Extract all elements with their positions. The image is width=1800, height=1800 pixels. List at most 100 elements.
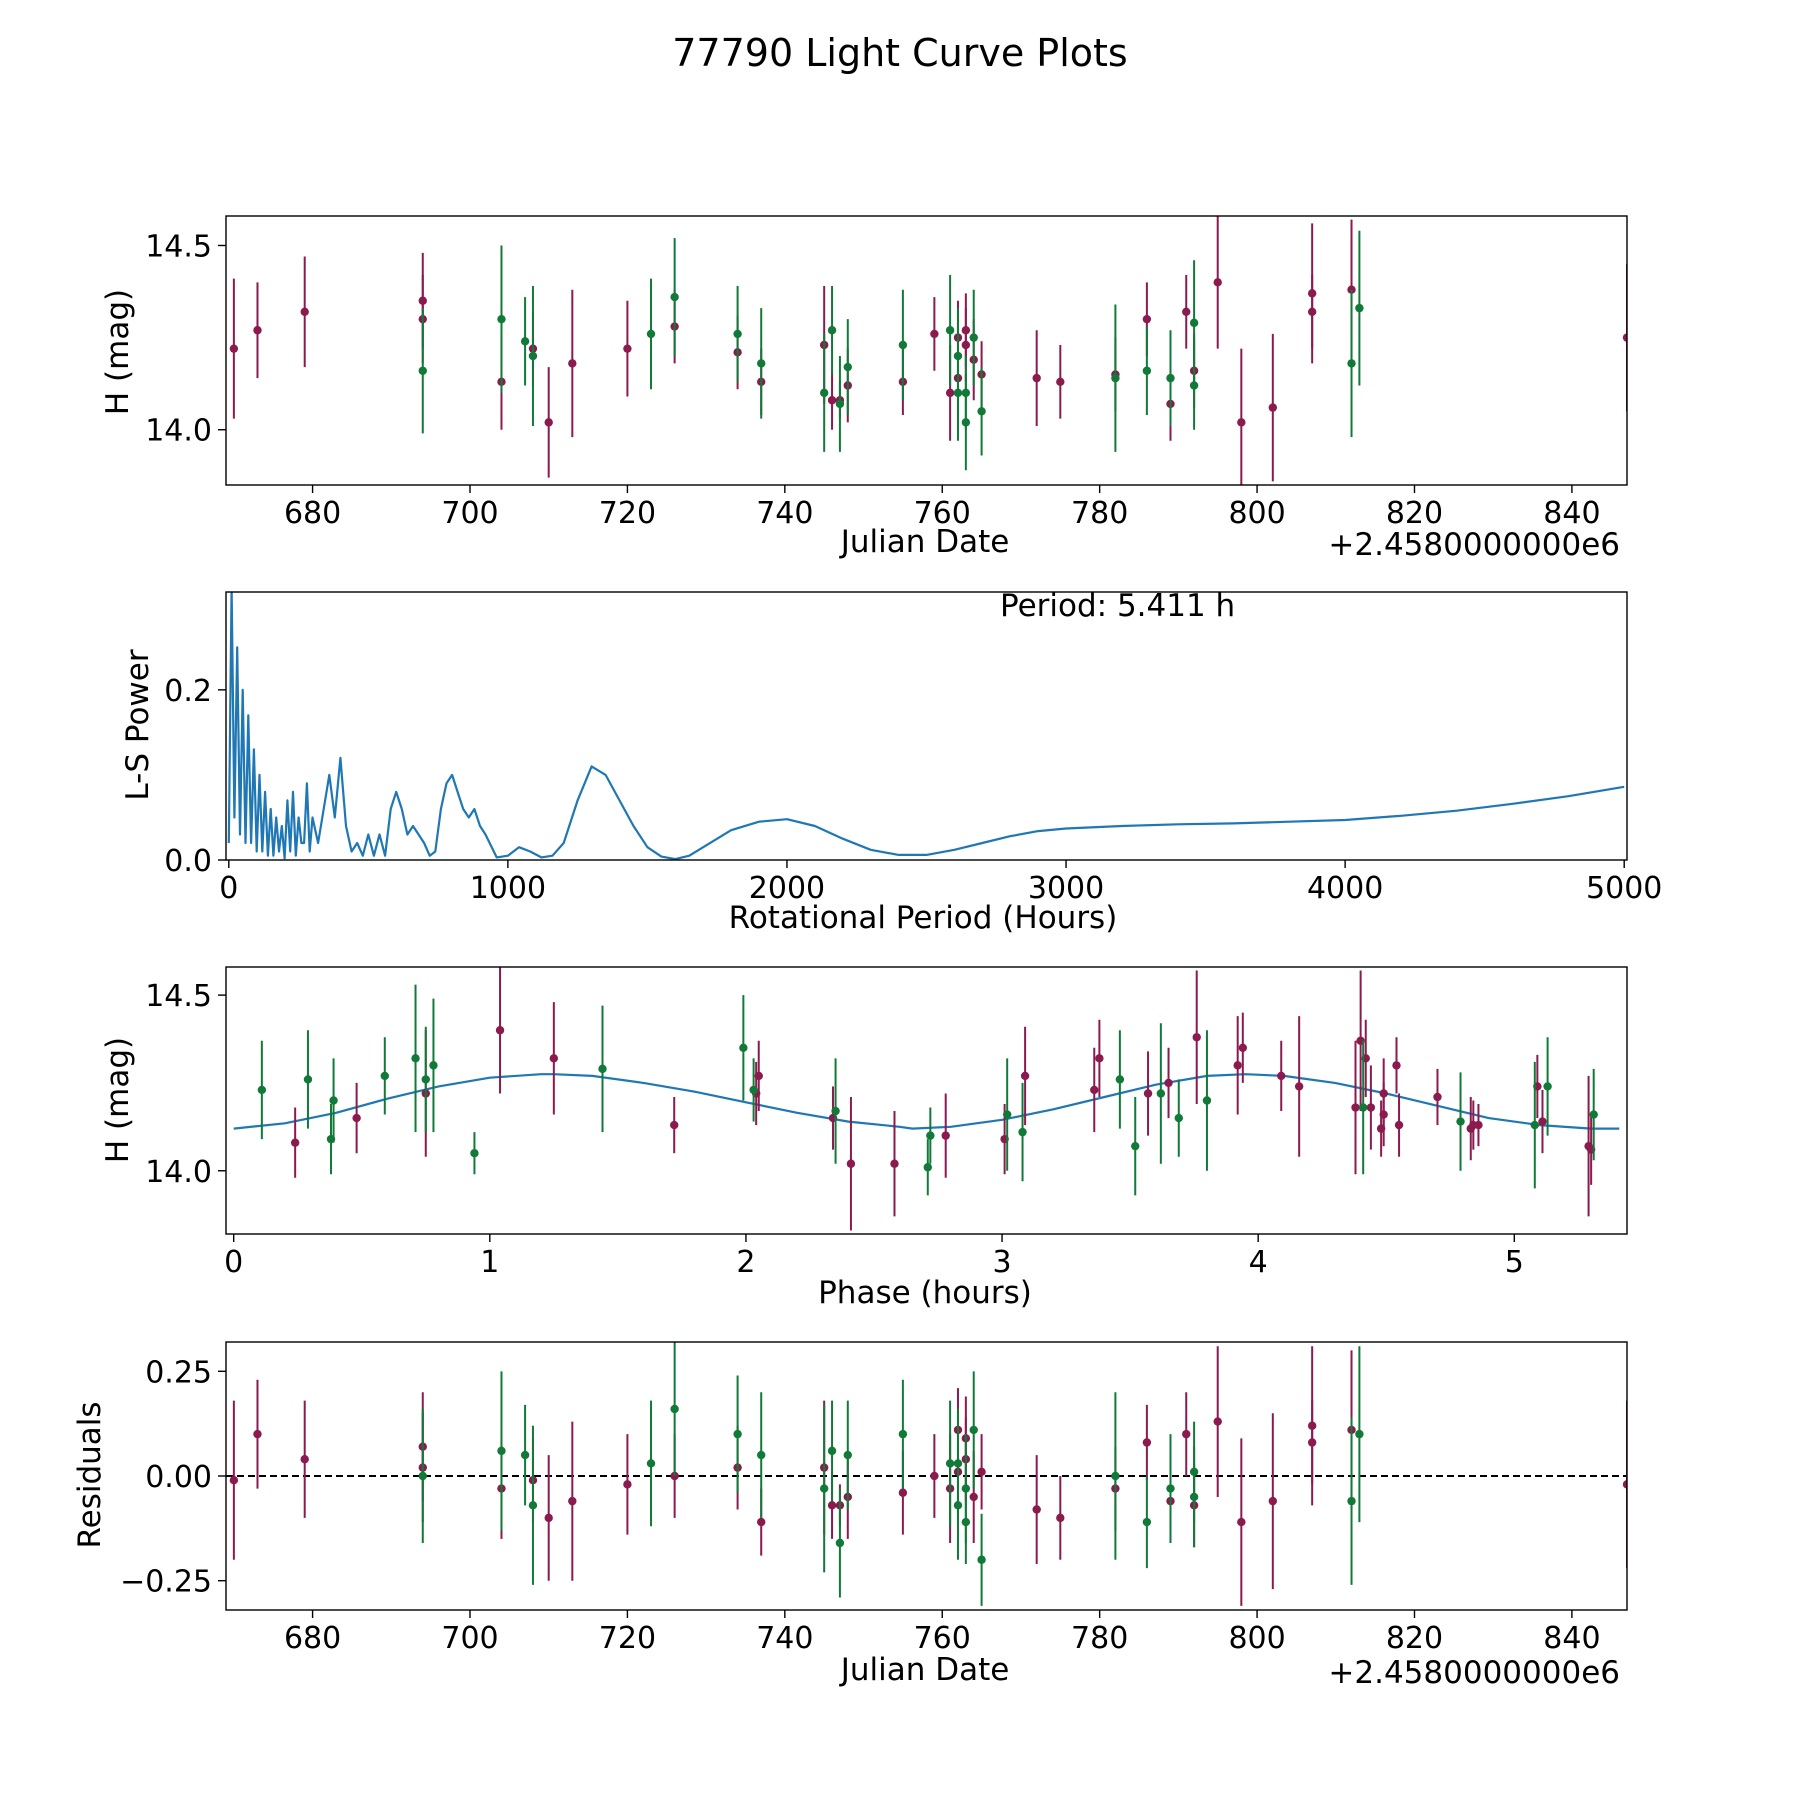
data-point: [1474, 1120, 1483, 1130]
lightcurve-plot-area: [229, 216, 1627, 485]
data-point: [1056, 1513, 1065, 1523]
data-point: [1394, 1120, 1404, 1130]
data-point: [411, 1054, 420, 1063]
data-point: [257, 1085, 267, 1095]
data-point: [544, 1513, 553, 1523]
data-point: [429, 1061, 438, 1070]
phased-frame: [225, 966, 1628, 1235]
data-point: [544, 418, 553, 427]
x-tick-label: 800: [1228, 1621, 1285, 1656]
data-point: [1351, 1103, 1360, 1112]
data-point: [1056, 377, 1065, 387]
data-point: [1355, 1429, 1364, 1439]
phased-series-b: [257, 984, 1598, 1196]
x-tick-label: 0: [224, 1245, 243, 1280]
x-tick-label: 680: [284, 1621, 341, 1656]
data-point: [1213, 1417, 1222, 1426]
data-point: [253, 326, 262, 335]
data-point: [549, 1054, 559, 1063]
data-point: [380, 1071, 389, 1081]
phased-plot-area: [233, 967, 1620, 1231]
data-point: [1166, 373, 1175, 383]
lightcurve-ylabel: H (mag): [100, 289, 136, 415]
x-tick-label: 820: [1386, 1621, 1443, 1656]
phased-xlabel: Phase (hours): [818, 1275, 1032, 1311]
data-point: [1032, 373, 1041, 383]
data-point: [623, 344, 632, 353]
data-point: [352, 1113, 361, 1123]
data-point: [890, 1159, 899, 1168]
data-point: [598, 1064, 607, 1074]
residuals-panel: 680 700 720 740 760 780 800 820 840 0.25 0.00 −0.25: [120, 1341, 1628, 1656]
data-point: [1111, 373, 1120, 383]
data-point: [303, 1075, 313, 1084]
data-point: [1143, 1089, 1153, 1098]
data-point: [520, 337, 530, 346]
x-tick-label: 700: [441, 1621, 498, 1656]
x-tick-label: 3000: [1028, 871, 1104, 906]
figure-title: 77790 Light Curve Plots: [672, 31, 1127, 75]
y-tick-label: 0.00: [145, 1460, 212, 1495]
periodogram-xlabel: Rotational Period (Hours): [729, 900, 1118, 936]
data-point: [1020, 1071, 1030, 1081]
lightcurve-panel: 680 700 720 740 760 780 800 820 840 14.0 14.5: [145, 215, 1628, 531]
data-point: [568, 359, 577, 368]
y-tick-label: 14.5: [145, 229, 212, 264]
data-point: [898, 1488, 908, 1497]
x-tick-label: 2000: [749, 871, 825, 906]
lightcurve-xlabel: Julian Date: [839, 524, 1010, 560]
data-point: [757, 359, 766, 368]
data-point: [1307, 307, 1317, 317]
data-point: [749, 1085, 758, 1095]
data-point: [300, 307, 309, 317]
data-point: [1182, 307, 1191, 317]
residuals-ylabel: Residuals: [72, 1401, 108, 1548]
x-tick-label: 720: [599, 1621, 656, 1656]
data-point: [1164, 1078, 1173, 1088]
data-point: [961, 418, 971, 427]
data-point: [1156, 1089, 1166, 1098]
data-point: [831, 1106, 840, 1116]
residuals-xlabel: Julian Date: [839, 1652, 1010, 1688]
data-point: [1622, 1480, 1627, 1489]
data-point: [961, 1484, 971, 1493]
data-point: [969, 333, 978, 342]
data-point: [1358, 1103, 1368, 1112]
data-point: [568, 1496, 577, 1506]
data-point: [1142, 1517, 1152, 1527]
x-tick-label: 720: [599, 496, 656, 531]
x-tick-label: 4: [1249, 1245, 1268, 1280]
data-point: [754, 1071, 763, 1081]
data-point: [1456, 1117, 1465, 1126]
data-point: [646, 1459, 656, 1468]
period-annotation: Period: 5.411 h: [1000, 588, 1235, 624]
data-point: [757, 1450, 766, 1460]
data-point: [1189, 318, 1199, 328]
data-point: [930, 329, 939, 339]
data-point: [1002, 1110, 1012, 1119]
x-tick-label: 840: [1543, 1621, 1600, 1656]
data-point: [528, 351, 538, 361]
data-point: [1530, 1120, 1539, 1130]
y-tick-label: 14.0: [145, 414, 212, 449]
data-point: [421, 1075, 430, 1084]
lightcurve-frame: [225, 215, 1628, 486]
data-point: [977, 1555, 986, 1564]
data-point: [1202, 1096, 1212, 1105]
data-point: [1237, 1517, 1246, 1527]
data-point: [1268, 403, 1278, 412]
residuals-plot-area: [226, 1342, 1627, 1606]
data-point: [945, 1459, 955, 1468]
y-tick-label: 14.0: [145, 1155, 212, 1190]
data-point: [827, 396, 837, 405]
data-point: [1111, 1471, 1120, 1481]
x-tick-label: 820: [1386, 496, 1443, 531]
x-tick-label: 1000: [470, 871, 546, 906]
data-point: [1622, 333, 1627, 342]
data-point: [1355, 303, 1364, 313]
data-point: [329, 1096, 338, 1105]
data-point: [835, 399, 845, 409]
data-point: [827, 1501, 837, 1510]
residuals-series-b: [418, 1342, 1364, 1606]
